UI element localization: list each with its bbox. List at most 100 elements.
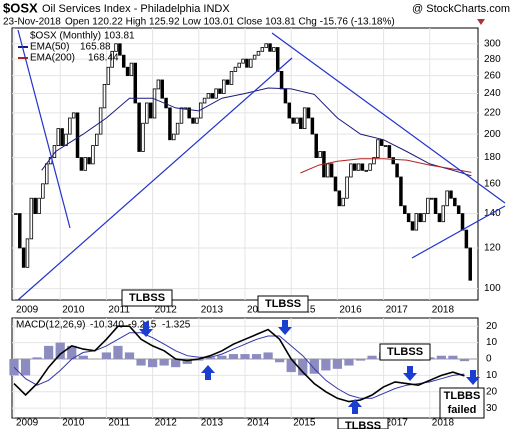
histogram-bar	[286, 358, 296, 373]
y-tick-label: 140	[484, 208, 501, 219]
y-tick-label: 0	[486, 354, 492, 365]
candle	[249, 58, 253, 68]
annotation: TLBBS	[444, 390, 481, 402]
candle	[172, 133, 176, 141]
legend-value: 165.88	[80, 42, 111, 53]
signal-line	[13, 332, 465, 399]
x-tick-label: 2012	[155, 305, 178, 316]
x-tick-label: 2015	[293, 418, 316, 429]
down-arrow	[139, 322, 153, 337]
candle	[14, 213, 18, 215]
x-tick-label: 2011	[108, 305, 130, 316]
candle	[95, 133, 99, 146]
candle	[68, 117, 72, 135]
y-tick-label: 280	[484, 54, 501, 65]
y-tick-label: 160	[484, 178, 501, 189]
x-tick-label: 2011	[108, 418, 130, 429]
candle	[295, 117, 299, 124]
histogram-bar	[78, 355, 88, 359]
candle	[237, 62, 241, 68]
up-arrow	[201, 365, 215, 380]
legend-text: MACD(12,26,9)	[16, 320, 85, 331]
macd-line	[13, 325, 465, 403]
candle	[456, 205, 461, 214]
candle	[87, 157, 91, 165]
candle	[410, 221, 415, 231]
x-tick-label: 2009	[16, 418, 39, 429]
x-tick-label: 2009	[16, 305, 39, 316]
trendline	[271, 32, 506, 204]
histogram-bar	[55, 342, 65, 359]
candle	[133, 62, 138, 104]
candle	[114, 43, 118, 52]
symbol: $OSX	[3, 0, 38, 15]
candle	[29, 197, 34, 240]
histogram-bar	[459, 358, 470, 362]
candle	[422, 213, 426, 223]
histogram-bar	[367, 355, 377, 359]
candle	[464, 229, 469, 249]
candle	[449, 190, 453, 199]
candle	[79, 157, 84, 171]
histogram-bar	[298, 358, 308, 376]
histogram-bar	[20, 358, 31, 376]
x-tick-label: 2014	[247, 418, 270, 429]
histogram-bar	[355, 358, 366, 361]
y-tick-label: 10	[486, 337, 498, 348]
y-tick-label: 180	[484, 152, 501, 163]
candle	[349, 163, 353, 178]
candle	[245, 58, 249, 68]
candle	[376, 139, 380, 158]
candle	[299, 117, 303, 130]
candle	[372, 157, 376, 165]
x-tick-label: 2012	[155, 418, 178, 429]
y-tick-label: 240	[484, 88, 501, 99]
candle	[460, 213, 465, 231]
legend-value: -9.215	[128, 320, 157, 331]
annotation: TLBSS	[129, 292, 165, 304]
histogram-bar	[171, 358, 181, 368]
candle	[283, 88, 288, 104]
candle	[83, 157, 87, 171]
candle	[260, 47, 265, 52]
candle	[306, 107, 311, 119]
y-tick-label: 20	[486, 386, 498, 397]
candle	[210, 93, 215, 99]
histogram-bar	[159, 358, 169, 366]
x-tick-label: 2010	[62, 418, 85, 429]
candle	[429, 197, 434, 200]
annotation-box	[439, 387, 485, 419]
candle	[414, 213, 419, 231]
candle	[44, 163, 49, 185]
candle	[75, 112, 80, 158]
candle	[145, 102, 149, 124]
legend-value: -1.325	[162, 320, 191, 331]
histogram-bar	[32, 357, 42, 359]
candle	[91, 145, 95, 165]
candle	[252, 54, 257, 60]
candle	[18, 213, 22, 249]
candle	[426, 197, 430, 214]
histogram-bar	[251, 354, 262, 359]
legend-value: -10.340	[90, 320, 124, 331]
candle	[129, 62, 134, 77]
down-triangle	[477, 19, 485, 25]
trendline	[411, 205, 506, 259]
candle	[445, 190, 449, 207]
candle	[279, 71, 284, 90]
candle	[71, 112, 76, 119]
x-tick-label: 2017	[386, 305, 409, 316]
candle	[222, 79, 226, 94]
candle	[202, 97, 207, 104]
candle	[418, 213, 422, 223]
date: 23-Nov-2018	[3, 17, 61, 28]
candle	[368, 163, 372, 171]
candle	[206, 93, 211, 99]
annotation: TLBSS	[387, 346, 423, 358]
candle	[406, 213, 411, 223]
annotation: failed	[448, 404, 477, 416]
histogram-bar	[182, 358, 192, 364]
x-tick-label: 2010	[62, 305, 85, 316]
histogram-bar	[44, 345, 54, 359]
trendlines	[17, 29, 506, 301]
